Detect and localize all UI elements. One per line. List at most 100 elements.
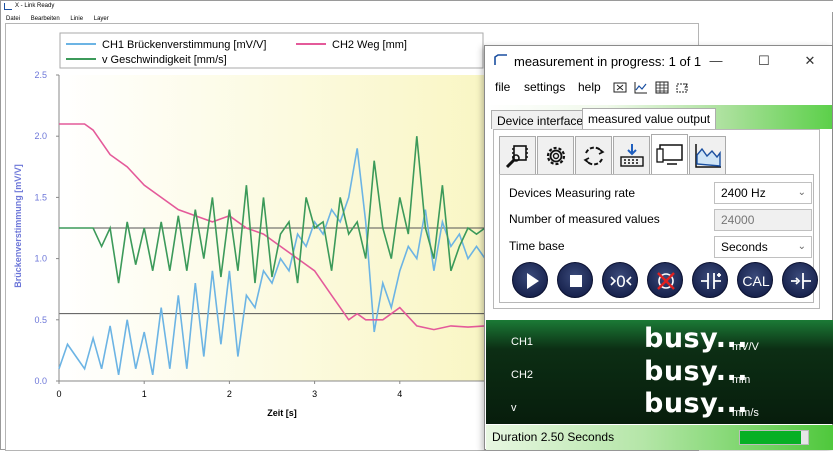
x-tick-label: 3 <box>312 389 317 399</box>
settings-panel: Devices Measuring rate 2400 Hz ⌄ Number … <box>493 129 820 309</box>
x-tick-label: 0 <box>56 389 61 399</box>
legend-label: CH1 Brückenverstimmung [mV/V] <box>102 39 266 51</box>
v-unit: mm/s <box>732 407 759 419</box>
tab-device-interface[interactable]: Device interface <box>491 110 590 129</box>
dialog-menu-bar: file settings help ? <box>485 77 832 99</box>
y-axis-label: Brückenverstimmung [mV/V] <box>13 164 23 288</box>
legend-label: v Geschwindigkeit [mm/s] <box>102 54 227 66</box>
menu-file[interactable]: file <box>495 80 511 94</box>
menu-datei[interactable]: Datei <box>6 16 21 22</box>
play-icon <box>527 273 539 289</box>
close-button[interactable]: ✕ <box>804 53 816 68</box>
zero-button[interactable]: 0 <box>602 262 638 298</box>
progress-bar <box>739 430 809 445</box>
y-tick-label: 1.5 <box>34 192 47 202</box>
v-value: busy... <box>644 388 749 419</box>
menu-layer[interactable]: Layer <box>93 16 109 22</box>
y-tick-label: 2.5 <box>34 70 47 80</box>
measurement-dialog: measurement in progress: 1 of 1 — ☐ ✕ fi… <box>484 45 833 450</box>
measurement-settings: Devices Measuring rate 2400 Hz ⌄ Number … <box>499 174 818 303</box>
ptab-download[interactable] <box>613 136 650 174</box>
shunt-icon <box>791 273 811 289</box>
duration-text: Duration 2.50 Seconds <box>492 430 615 444</box>
legend-label: CH2 Weg [mm] <box>332 39 407 51</box>
ptab-chart[interactable] <box>689 136 726 174</box>
minimize-button[interactable]: — <box>709 53 723 68</box>
play-button[interactable] <box>512 262 548 298</box>
dialog-title: measurement in progress: 1 of 1 <box>514 54 702 69</box>
series-line-1 <box>59 123 486 331</box>
chart-icon[interactable] <box>634 81 648 94</box>
ptab-settings[interactable] <box>537 136 574 174</box>
zero-icon: 0 <box>610 272 632 291</box>
x-tick-label: 2 <box>227 389 232 399</box>
timebase-value: Seconds <box>721 240 768 254</box>
monitor-icon <box>656 144 683 165</box>
menu-linie[interactable]: Linie <box>70 16 84 22</box>
y-tick-label: 0.0 <box>34 376 47 386</box>
refresh-icon <box>583 146 605 166</box>
disabled-button[interactable] <box>647 262 683 298</box>
x-tick-label: 4 <box>397 389 402 399</box>
tare-button[interactable] <box>692 262 728 298</box>
count-field: 24000 <box>714 209 812 231</box>
app-logo-icon <box>4 3 12 10</box>
tab-strip: Device interface measured value output <box>485 105 832 129</box>
legend-box <box>59 32 484 69</box>
ch2-label: CH2 <box>511 369 534 381</box>
v-label: v <box>511 402 517 414</box>
y-tick-label: 1.0 <box>34 254 47 264</box>
tab-measured-value-output[interactable]: measured value output <box>582 108 717 129</box>
count-label: Number of measured values <box>509 212 660 226</box>
series-line-2 <box>59 136 486 284</box>
svg-text:0: 0 <box>616 272 626 291</box>
progress-fill <box>740 431 802 444</box>
x-axis-label: Zeit [s] <box>267 408 297 418</box>
download-device-icon <box>620 144 644 167</box>
help-box-icon[interactable]: ? <box>676 81 690 94</box>
table-icon[interactable] <box>655 81 669 94</box>
app-title: X - Link Ready <box>15 3 55 9</box>
ptab-display[interactable] <box>651 134 688 174</box>
menu-settings[interactable]: settings <box>524 80 566 94</box>
timebase-label: Time base <box>509 239 565 253</box>
menu-help[interactable]: help <box>578 80 601 94</box>
x-tick-label: 1 <box>142 389 147 399</box>
ch1-label: CH1 <box>511 336 534 348</box>
status-bar: Duration 2.50 Seconds <box>486 425 833 450</box>
rate-value: 2400 Hz <box>721 186 766 200</box>
app-title-bar: X - Link Ready <box>1 1 833 12</box>
ch1-unit: mV/V <box>732 341 759 353</box>
ch2-unit: mm <box>732 374 751 386</box>
maximize-button[interactable]: ☐ <box>758 53 770 68</box>
stop-button[interactable] <box>557 262 593 298</box>
dialog-title-bar: measurement in progress: 1 of 1 — ☐ ✕ <box>485 46 832 76</box>
ptab-hardware[interactable] <box>499 136 536 174</box>
app-menu-bar: Datei Bearbeiten Linie Layer <box>1 14 113 24</box>
stop-icon <box>570 275 582 287</box>
area-chart-icon <box>695 144 721 168</box>
chevron-down-icon: ⌄ <box>797 241 806 252</box>
ch2-value: busy... <box>644 356 749 387</box>
chevron-down-icon: ⌄ <box>797 187 806 198</box>
ch1-value: busy... <box>644 323 749 354</box>
timebase-select[interactable]: Seconds ⌄ <box>714 236 812 258</box>
shunt-button[interactable] <box>782 262 818 298</box>
ptab-sync[interactable] <box>575 136 612 174</box>
svg-text:?: ? <box>683 83 688 93</box>
rate-label: Devices Measuring rate <box>509 186 636 200</box>
tare-icon <box>701 273 721 289</box>
series-line-0 <box>58 148 486 376</box>
count-value: 24000 <box>721 213 755 227</box>
live-values-panel: CH1 busy... mV/V CH2 busy... mm v busy..… <box>486 320 833 424</box>
wrench-chip-icon <box>505 145 528 169</box>
gear-icon <box>546 146 566 166</box>
rate-select[interactable]: 2400 Hz ⌄ <box>714 182 812 204</box>
y-tick-label: 0.5 <box>34 315 47 325</box>
menu-bearbeiten[interactable]: Bearbeiten <box>30 16 60 22</box>
blocked-icon <box>657 272 675 290</box>
y-tick-label: 2.0 <box>34 131 47 141</box>
cal-button[interactable]: CAL <box>737 262 773 298</box>
close-box-icon[interactable] <box>613 81 627 94</box>
